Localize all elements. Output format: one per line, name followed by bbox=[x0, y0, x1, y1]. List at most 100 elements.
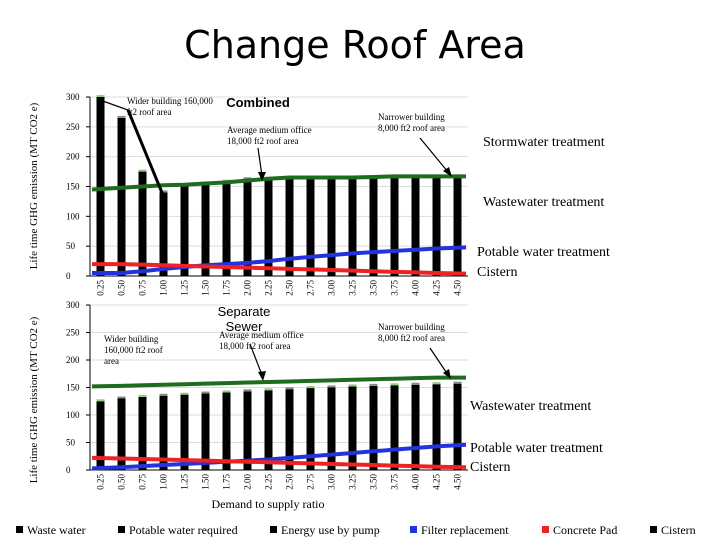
x-tick-label: 1.00 bbox=[159, 474, 169, 490]
x-tick-label: 3.75 bbox=[390, 474, 400, 490]
y-tick-label: 250 bbox=[66, 122, 80, 132]
bar bbox=[243, 391, 252, 470]
legend: Waste water Potable water required Energy … bbox=[16, 523, 696, 537]
bar bbox=[117, 398, 126, 470]
bar-cap bbox=[453, 381, 462, 384]
bar-cap bbox=[243, 389, 252, 392]
y-tick-label: 50 bbox=[66, 438, 76, 448]
panel-separate-sewer: 0 50 100 150 200 250 300 0.25 0.50 0.75 1.00 1.25 1.… bbox=[28, 300, 603, 490]
x-axis-label: Demand to supply ratio bbox=[212, 497, 325, 511]
legend-label: Filter replacement bbox=[421, 523, 509, 537]
bar-cap bbox=[306, 386, 315, 389]
y-tick-label: 200 bbox=[66, 355, 80, 365]
x-tick-label: 1.00 bbox=[159, 280, 169, 296]
x-tick-label: 1.50 bbox=[201, 474, 211, 490]
legend-swatch bbox=[16, 526, 23, 533]
legend-label: Waste water bbox=[27, 523, 86, 537]
bar bbox=[180, 186, 189, 276]
bar-cap bbox=[390, 383, 399, 386]
label-wastewater: Wastewater treatment bbox=[470, 399, 591, 414]
y-tick-label: 300 bbox=[66, 300, 80, 310]
y-tick-label: 0 bbox=[66, 271, 71, 281]
legend-swatch bbox=[118, 526, 125, 533]
legend-swatch bbox=[542, 526, 549, 533]
bar bbox=[369, 177, 378, 276]
bar bbox=[222, 181, 231, 276]
arrow-average-head bbox=[258, 371, 266, 381]
y-tick-label: 50 bbox=[66, 241, 76, 251]
arrow-narrower bbox=[429, 347, 449, 376]
bar bbox=[306, 388, 315, 470]
concrete-pad-line bbox=[92, 262, 467, 276]
arrow-narrower bbox=[419, 137, 449, 173]
bar bbox=[348, 177, 357, 276]
annotation-narrower: Narrower building 8,000 ft2 roof area bbox=[378, 112, 445, 133]
bar-cap bbox=[369, 383, 378, 386]
x-tick-label: 2.25 bbox=[264, 280, 274, 296]
annotation-narrower: Narrower building 8,000 ft2 roof area bbox=[378, 322, 445, 343]
bar bbox=[432, 177, 441, 276]
x-tick-label: 1.50 bbox=[201, 280, 211, 296]
bar-cap bbox=[348, 384, 357, 387]
bar bbox=[222, 392, 231, 470]
x-tick-label: 1.75 bbox=[222, 280, 232, 296]
bar bbox=[201, 393, 210, 470]
y-tick-label: 200 bbox=[66, 152, 80, 162]
x-tick-label: 3.00 bbox=[327, 280, 337, 296]
filter-line bbox=[91, 442, 467, 471]
arrow-narrower-head bbox=[443, 369, 451, 379]
x-tick-label: 0.50 bbox=[117, 280, 127, 296]
bar bbox=[453, 383, 462, 470]
x-tick-label: 4.25 bbox=[432, 474, 442, 490]
label-cistern: Cistern bbox=[470, 460, 510, 475]
filter-line bbox=[92, 245, 467, 276]
x-tick-label: 2.75 bbox=[306, 474, 316, 490]
label-potable: Potable water treatment bbox=[470, 441, 603, 456]
annotation-average: Average medium office 18,000 ft2 roof are… bbox=[219, 330, 304, 351]
panel-subtitle: Separate Sewer bbox=[218, 304, 271, 334]
y-tick-label: 250 bbox=[66, 328, 80, 338]
bar bbox=[390, 177, 399, 276]
x-tick-label: 0.25 bbox=[96, 474, 106, 490]
label-potable: Potable water treatment bbox=[477, 245, 610, 260]
bar-cap bbox=[180, 392, 189, 395]
bar-cap bbox=[138, 169, 147, 172]
bar-cap bbox=[138, 394, 147, 397]
legend-swatch bbox=[650, 526, 657, 533]
x-tick-label: 3.25 bbox=[348, 474, 358, 490]
x-tick-label: 3.50 bbox=[369, 280, 379, 296]
bar bbox=[159, 395, 168, 470]
y-tick-label: 100 bbox=[66, 211, 80, 221]
arrow-average-head bbox=[258, 172, 266, 181]
x-tick-label: 0.75 bbox=[138, 280, 148, 296]
bar bbox=[180, 394, 189, 470]
x-tick-label: 4.00 bbox=[411, 280, 421, 296]
bar-cap bbox=[285, 387, 294, 390]
bar bbox=[96, 97, 105, 276]
x-tick-label: 1.25 bbox=[180, 280, 190, 296]
legend-label: Potable water required bbox=[129, 523, 238, 537]
bar bbox=[117, 117, 126, 276]
label-wastewater: Wastewater treatment bbox=[483, 195, 604, 210]
bar bbox=[264, 178, 273, 276]
legend-label: Energy use by pump bbox=[281, 523, 380, 537]
bar-cap bbox=[117, 396, 126, 399]
x-tick-label: 0.75 bbox=[138, 474, 148, 490]
legend-swatch bbox=[270, 526, 277, 533]
panel-combined: 0 50 100 150 200 250 300 0.25 0.50 0.75 1.00 1.25 1.… bbox=[28, 92, 610, 296]
bar-cap bbox=[159, 393, 168, 396]
bar bbox=[327, 387, 336, 470]
bar bbox=[411, 384, 420, 470]
x-tick-label: 3.50 bbox=[369, 474, 379, 490]
bar-cap bbox=[327, 385, 336, 388]
arrow-narrower-head bbox=[443, 167, 452, 177]
label-cistern: Cistern bbox=[477, 265, 517, 280]
bar-cap bbox=[96, 95, 105, 97]
wastewater-line bbox=[91, 174, 466, 192]
x-tick-label: 0.25 bbox=[96, 280, 106, 296]
bar bbox=[138, 171, 147, 276]
bar bbox=[285, 178, 294, 276]
bar bbox=[348, 386, 357, 470]
bar bbox=[390, 385, 399, 470]
